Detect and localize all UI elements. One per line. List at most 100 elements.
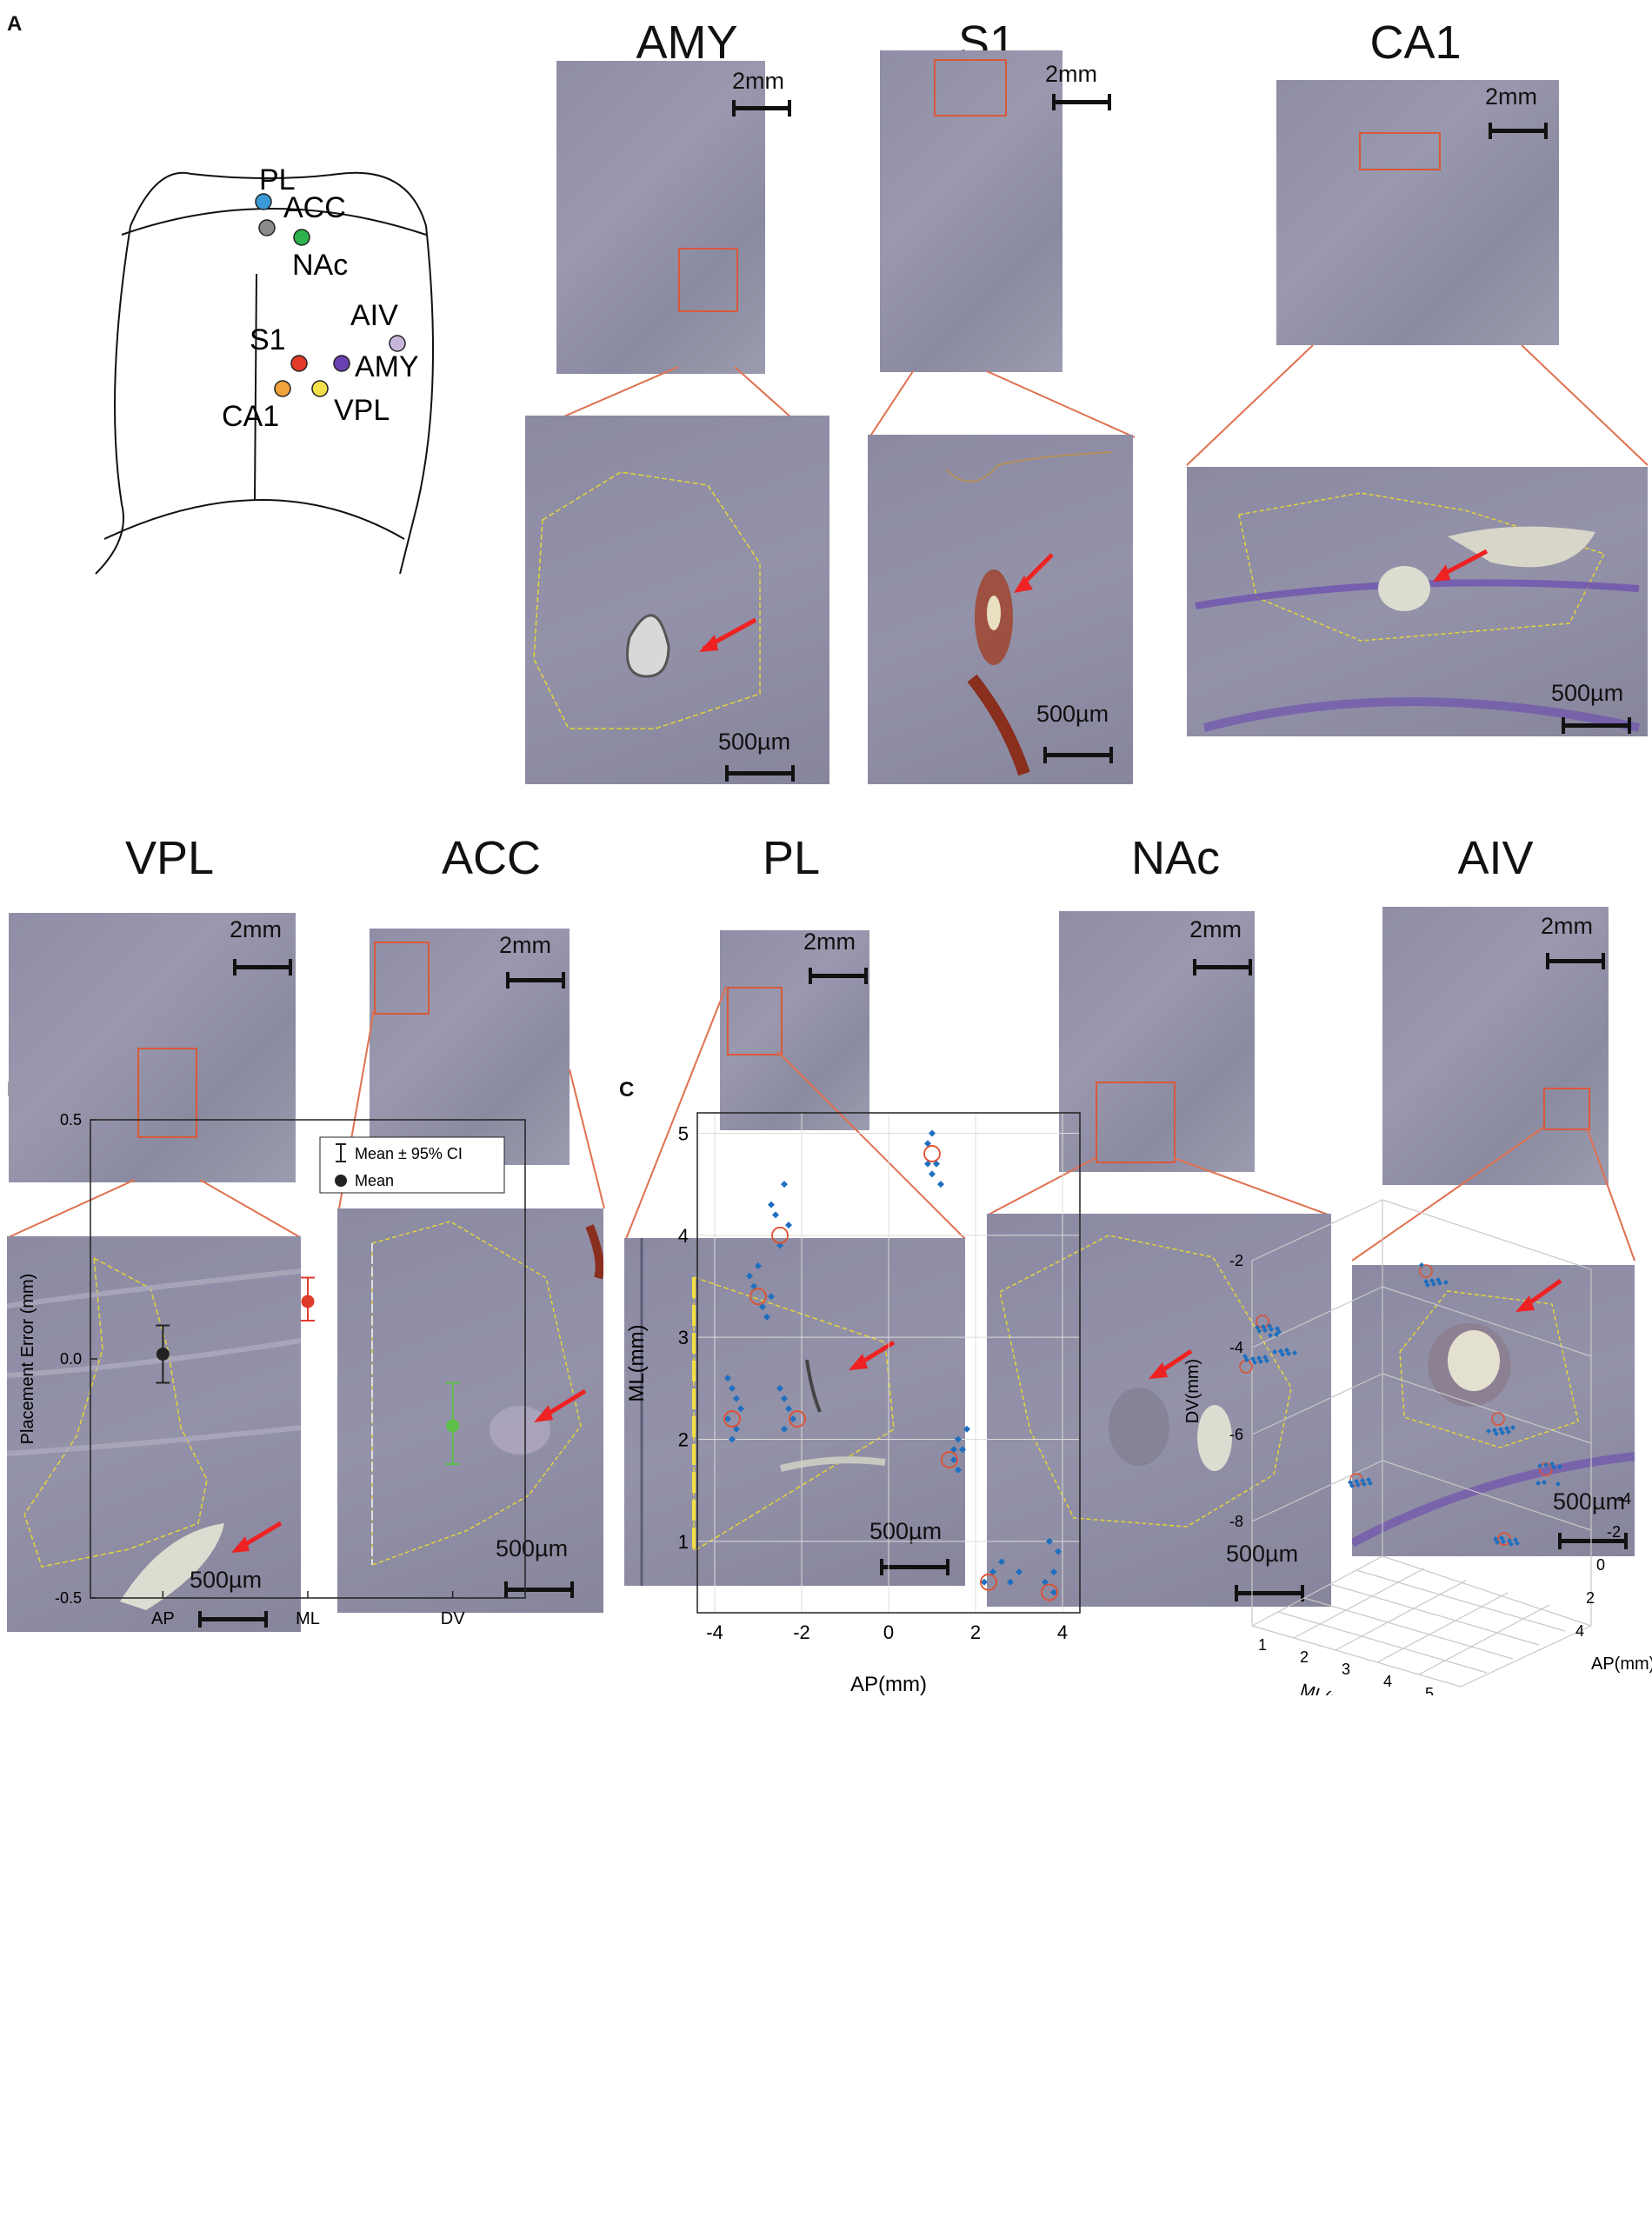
chart-d-placement-point [1429, 1278, 1435, 1283]
ca1-overview-image [1276, 80, 1559, 345]
pl-zoom-connector [625, 986, 966, 1240]
nac-zoom-overlay [999, 1235, 1292, 1528]
chart-d-placement-point [1360, 1478, 1365, 1483]
chart-d-placement-point [1423, 1279, 1429, 1284]
atlas-dot-nac [293, 229, 310, 246]
chart-d-placement-point [1242, 1354, 1248, 1359]
chart-d-placement-point [1549, 1461, 1555, 1467]
chart-c-placement-point [746, 1272, 753, 1280]
aiv-roi-box [1543, 1088, 1590, 1130]
atlas-dot-pl [255, 193, 272, 210]
chart-d-ap-tick: -2 [1607, 1523, 1621, 1541]
chart-d-placement-point [1419, 1262, 1424, 1268]
amy-zoom-overlay [533, 471, 761, 729]
chart-d-placement-point [1284, 1348, 1289, 1353]
chart-d-xlabel: ML(mm) [1298, 1681, 1366, 1695]
atlas-label-nac: NAc [292, 249, 348, 282]
chart-c-placement-point [929, 1170, 936, 1178]
chart-d-placement-point [1504, 1426, 1509, 1431]
chart-c-placement-point [950, 1455, 957, 1463]
placement-error-chart: Placement Error (mm) 0.5 0.0 -0.5 AP ML DV M… [18, 1111, 526, 1628]
chart-c-placement-point [724, 1375, 731, 1382]
chart-c-plot-area [696, 1112, 1081, 1614]
chart-b-legend: Mean ± 95% CI Mean [319, 1136, 505, 1194]
chart-b-ytick-label: -0.5 [55, 1589, 82, 1607]
chart-c-target-point [1041, 1583, 1058, 1601]
chart-d-placement-point [1274, 1332, 1279, 1337]
chart-d-placement-point [1542, 1480, 1547, 1485]
s1-roi-box [934, 59, 1007, 117]
chart-c-placement-point [924, 1160, 931, 1168]
aiv-zoom-overlay [1352, 1278, 1635, 1548]
chart-c-placement-point [729, 1384, 736, 1392]
histology-title-amy: AMY [636, 17, 738, 69]
chart-b-x-ticks: AP ML DV [151, 1591, 465, 1628]
chart-b-xtick-label: ML [296, 1609, 320, 1628]
chart-d-ml-tick: 3 [1342, 1661, 1350, 1678]
chart-c-target-point [941, 1451, 958, 1468]
chart-c-grid [697, 1113, 1080, 1613]
chart-c-placement-point [1050, 1588, 1057, 1596]
atlas-label-pl: PL [259, 163, 296, 196]
atlas-midline [254, 273, 257, 501]
brain-atlas-schematic: PL ACC NAc AIV S1 AMY CA1 VPL [95, 163, 434, 575]
chart-d-ap-tick: 0 [1596, 1556, 1605, 1574]
chart-c-ytick-label: 4 [678, 1225, 689, 1247]
chart-c-placement-point [763, 1313, 770, 1321]
chart-d-placement-point [1493, 1536, 1498, 1541]
histology-title-pl: PL [762, 832, 821, 884]
chart-c-points [723, 1129, 1062, 1601]
chart-b-points [156, 1276, 460, 1465]
aiv-zoom-connector [1351, 1127, 1635, 1262]
chart-c-placement-point [768, 1201, 775, 1208]
chart-d-placement-point [1256, 1355, 1262, 1361]
atlas-dot-aiv [389, 335, 406, 352]
chart-d-placement-point [1492, 1428, 1497, 1433]
chart-b-mean-point [301, 1295, 315, 1308]
s1-zoom-scalebar [1043, 747, 1113, 763]
amy-overview-scale-label: 2mm [732, 68, 784, 94]
acc-overview-image [370, 929, 570, 1165]
chart-d-placement-point [1267, 1323, 1272, 1328]
chart-c-xtick-label: -4 [706, 1621, 723, 1643]
chart-c-placement-point [959, 1446, 966, 1454]
acc-overview-scalebar [506, 972, 565, 989]
chart-c-placement-point [755, 1262, 762, 1270]
chart-c-ytick-label: 1 [678, 1531, 689, 1553]
ca1-zoom-scalebar [1562, 717, 1631, 734]
chart-d-placement-point [1436, 1277, 1441, 1282]
chart-d-placement-point [1275, 1326, 1280, 1331]
chart-c-target-point [789, 1410, 806, 1428]
chart-c-xtick-label: -2 [793, 1621, 810, 1643]
chart-c-placement-point [733, 1425, 740, 1433]
chart-c-placement-point [724, 1415, 731, 1423]
chart-c-placement-point [963, 1425, 970, 1433]
chart-c-target-point [749, 1288, 767, 1306]
chart-c-placement-point [981, 1578, 988, 1586]
histology-title-ca1: CA1 [1369, 17, 1462, 69]
chart-c-placement-point [1016, 1568, 1023, 1576]
chart-d-placement-point [1557, 1464, 1562, 1469]
amy-roi-box [678, 248, 738, 312]
acc-zoom-scalebar [504, 1581, 574, 1598]
atlas-label-acc: ACC [283, 191, 346, 224]
legend-ci-label: Mean ± 95% CI [355, 1145, 463, 1162]
ca1-zoom-connector [1186, 344, 1649, 466]
atlas-dot-s1 [290, 355, 308, 372]
pl-zoom-overlay [640, 1238, 896, 1586]
chart-c-placement-point [768, 1293, 775, 1301]
chart-c-placement-point [1055, 1548, 1062, 1555]
nac-roi-box [1096, 1082, 1176, 1163]
vpl-roi-box [137, 1048, 197, 1138]
nac-overview-scalebar [1193, 959, 1252, 975]
chart-c-placement-point [729, 1435, 736, 1443]
acc-zoom-scale-label: 500µm [496, 1535, 569, 1561]
chart-c-placement-point [733, 1395, 740, 1402]
chart-c-target-point [980, 1573, 997, 1591]
chart-d-zlabel: AP(mm) [1591, 1654, 1652, 1674]
chart-d-placement-point [1507, 1538, 1512, 1543]
s1-zoom-scale-label: 500µm [1036, 701, 1109, 727]
chart-b-xtick-label: AP [151, 1609, 175, 1628]
histology-title-vpl: VPL [124, 832, 215, 884]
